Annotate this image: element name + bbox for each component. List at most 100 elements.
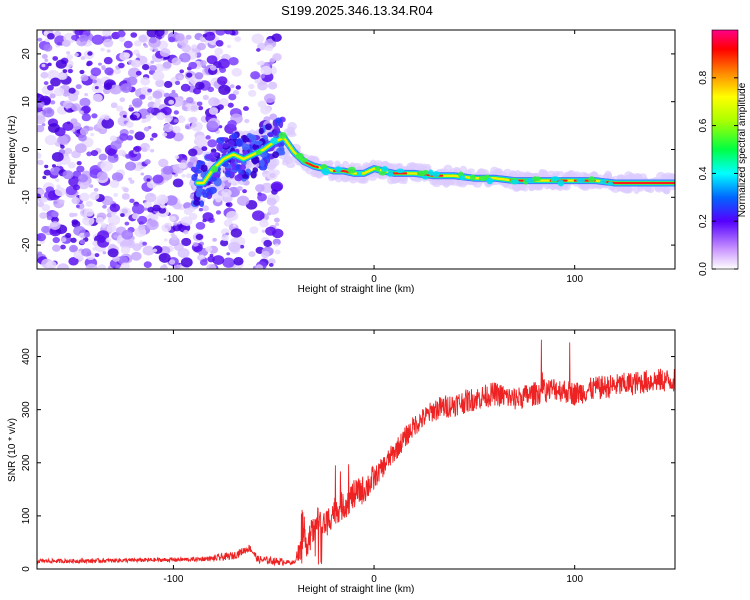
spectrogram-noise-cell — [90, 67, 102, 77]
spectrogram-noise-cell — [143, 207, 148, 211]
spectrogram-noise-cell — [205, 246, 213, 253]
spectrogram-noise-cell — [80, 56, 86, 61]
colorbar-tick-label: 0.8 — [698, 70, 709, 84]
spectrogram-noise-cell — [261, 250, 270, 259]
spectrogram-noise-cell — [141, 119, 146, 124]
spectrogram-noise-cell — [174, 155, 180, 159]
spectrogram-ridge-blob — [421, 175, 429, 180]
snr-frame — [36, 329, 676, 570]
spectrogram-noise-cell — [113, 192, 119, 197]
spectrogram-cluster-cell — [216, 137, 225, 145]
spectrogram-noise-cell — [172, 178, 184, 188]
spectrogram-noise-cell — [266, 170, 278, 181]
spectrogram-noise-cell — [37, 234, 42, 241]
spectrogram-noise-cell — [71, 34, 78, 41]
spectrogram-noise-cell — [128, 104, 133, 108]
spectrogram-ridge-blob — [550, 176, 560, 182]
spectrogram-halo-cell — [580, 183, 591, 191]
spectrogram-halo-cell — [326, 160, 334, 166]
spectrogram-noise-cell — [177, 248, 190, 259]
spectrogram-noise-cell — [162, 263, 167, 268]
snr-x-label: Height of straight line (km) — [298, 584, 415, 595]
spectrogram-noise-cell — [43, 31, 49, 35]
spectrogram-noise-cell — [173, 222, 178, 226]
spectrogram-noise-cell — [174, 80, 181, 86]
spectrogram-noise-cell — [243, 106, 249, 112]
spectrogram-y-tick-label: -20 — [21, 237, 32, 252]
spectrogram-noise-cell — [201, 146, 208, 152]
spectrogram-noise-cell — [88, 126, 94, 131]
spectrogram-noise-cell — [226, 30, 233, 35]
spectrogram-noise-cell — [173, 119, 179, 123]
spectrogram-noise-cell — [117, 255, 129, 265]
spectrogram-noise-cell — [135, 53, 141, 58]
spectrogram-noise-cell — [107, 148, 117, 156]
spectrogram-noise-cell — [200, 254, 205, 259]
spectrogram-cluster-cell — [274, 117, 283, 124]
spectrogram-noise-cell — [60, 237, 67, 243]
spectrogram-cluster-cell — [259, 159, 265, 167]
spectrogram-ridge-blob — [356, 171, 363, 176]
spectrogram-noise-cell — [236, 186, 243, 191]
spectrogram-cluster-cell — [272, 151, 280, 159]
spectrogram-noise-cell — [57, 263, 70, 269]
snr-y-tick-label: 200 — [21, 454, 32, 471]
spectrogram-noise-cell — [194, 135, 207, 146]
spectrogram-ridge-peak — [601, 180, 675, 184]
spectrogram-noise-cell — [154, 48, 159, 52]
spectrogram-noise-cell — [84, 93, 89, 97]
spectrogram-noise-cell — [86, 62, 91, 67]
spectrogram-noise-cell — [89, 191, 100, 201]
spectrogram-noise-cell — [158, 252, 171, 263]
spectrogram-noise-cell — [218, 84, 231, 95]
spectrogram-noise-cell — [126, 76, 138, 86]
spectrogram-noise-cell — [40, 71, 49, 79]
spectrogram-noise-cell — [222, 257, 235, 268]
spectrogram-ridge-blob — [510, 179, 520, 185]
spectrogram-noise-cell — [78, 134, 87, 142]
spectrogram-noise-cell — [152, 71, 165, 82]
spectrogram-noise-cell — [192, 241, 199, 247]
spectrogram-noise-cell — [71, 197, 80, 205]
spectrogram-cluster-cell — [230, 158, 236, 164]
spectrogram-noise-cell — [109, 203, 121, 213]
spectrogram-halo-cell — [627, 185, 636, 191]
snr-y-tick-label: 300 — [21, 401, 32, 418]
spectrogram-noise-cell — [171, 234, 178, 241]
spectrogram-noise-cell — [91, 113, 98, 119]
colorbar: 0.0 0.2 0.4 0.6 0.8 Normalized spectral ampl… — [698, 29, 748, 276]
spectrogram-noise-cell — [121, 193, 130, 200]
spectrogram-noise-cell — [232, 223, 237, 228]
spectrogram-ridge-blob — [526, 178, 534, 184]
spectrogram-noise-cell — [154, 30, 165, 37]
spectrogram-noise-cell — [144, 159, 151, 165]
spectrogram-noise-cell — [182, 225, 187, 230]
spectrogram-cluster-cell — [238, 169, 244, 175]
snr-x-tick-label: 100 — [566, 574, 583, 585]
spectrogram-noise-cell — [78, 34, 89, 43]
spectrogram-noise-cell — [94, 253, 100, 258]
spectrogram-noise-cell — [215, 210, 222, 215]
spectrogram-noise-cell — [186, 72, 193, 78]
spectrogram-noise-cell — [50, 100, 56, 105]
spectrogram-noise-cell — [123, 40, 133, 49]
spectrogram-noise-cell — [199, 259, 208, 266]
spectrogram-noise-cell — [101, 118, 115, 129]
spectrogram-noise-cell — [138, 35, 148, 43]
spectrogram-noise-cell — [140, 172, 145, 176]
spectrogram-y-tick-label: 10 — [21, 96, 32, 108]
spectrogram-noise-cell — [37, 201, 40, 206]
spectrogram-noise-cell — [258, 60, 265, 66]
spectrogram-noise-cell — [173, 110, 179, 115]
spectrogram-noise-cell — [228, 241, 241, 253]
spectrogram-ridge-blob — [378, 171, 387, 176]
spectrogram-noise-cell — [269, 57, 276, 63]
spectrogram-noise-cell — [181, 237, 192, 247]
spectrogram-halo-cell — [288, 129, 296, 136]
spectrogram-ridge-blob — [486, 177, 494, 185]
spectrogram-noise-cell — [100, 161, 113, 172]
spectrogram-cluster-cell — [248, 134, 257, 141]
spectrogram-noise-cell — [227, 119, 237, 128]
spectrogram-halo-cell — [283, 152, 291, 159]
